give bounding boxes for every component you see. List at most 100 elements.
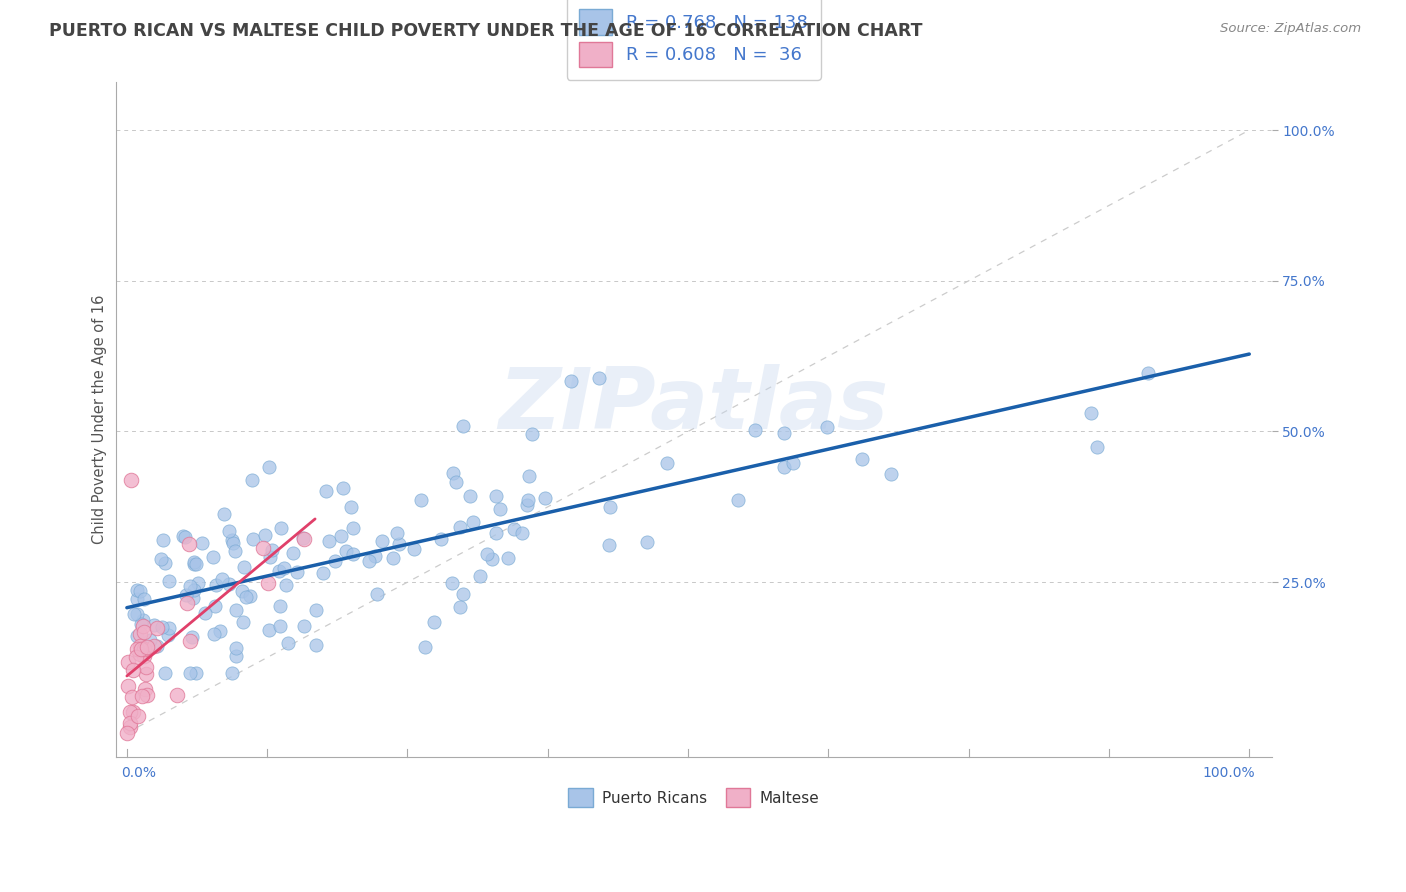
Point (128, 648, 150, 662)
Point (727, 493, 749, 508)
Point (225, 649, 247, 664)
Point (132, 591, 155, 606)
Point (142, 618, 165, 632)
Point (153, 665, 176, 680)
Point (260, 543, 283, 558)
Point (125, 649, 148, 664)
Text: Source: ZipAtlas.com: Source: ZipAtlas.com (1220, 22, 1361, 36)
Point (128, 639, 150, 653)
Point (285, 565, 308, 579)
Point (488, 501, 510, 516)
Point (183, 583, 205, 598)
Point (371, 533, 394, 548)
Point (269, 619, 291, 633)
Point (146, 621, 169, 635)
Point (157, 621, 180, 635)
Point (150, 620, 173, 634)
Point (503, 522, 526, 536)
Point (342, 521, 364, 535)
Point (172, 528, 194, 542)
Point (212, 507, 235, 521)
Point (186, 665, 208, 680)
Point (221, 533, 243, 548)
Point (183, 558, 205, 572)
Point (520, 426, 543, 441)
Point (134, 625, 156, 640)
Point (179, 536, 201, 550)
Point (277, 636, 299, 650)
Point (187, 576, 209, 591)
Point (269, 599, 291, 613)
Point (205, 577, 228, 591)
Point (239, 590, 262, 604)
Point (124, 607, 146, 622)
Point (242, 533, 264, 547)
Point (150, 551, 173, 566)
Point (135, 666, 157, 681)
Point (636, 535, 658, 549)
Text: PUERTO RICAN VS MALTESE CHILD POVERTY UNDER THE AGE OF 16 CORRELATION CHART: PUERTO RICAN VS MALTESE CHILD POVERTY UN… (49, 22, 922, 40)
Point (127, 709, 149, 723)
Point (385, 526, 408, 541)
Point (449, 600, 471, 615)
Point (458, 490, 481, 504)
Point (655, 456, 678, 470)
Point (252, 541, 274, 556)
Point (231, 584, 253, 599)
Point (257, 575, 280, 590)
Point (153, 556, 176, 570)
Point (183, 555, 205, 569)
Point (129, 584, 152, 599)
Point (292, 619, 315, 633)
Point (121, 690, 143, 705)
Point (166, 688, 188, 702)
Point (233, 560, 256, 574)
Point (498, 551, 520, 566)
Point (1136, 366, 1159, 380)
Point (120, 473, 142, 487)
Point (135, 640, 157, 654)
Point (131, 616, 153, 631)
Point (330, 529, 353, 543)
Point (485, 489, 508, 503)
Point (127, 582, 149, 597)
Text: 0.0%: 0.0% (121, 766, 156, 780)
Point (332, 481, 354, 495)
Point (815, 420, 838, 434)
Point (131, 642, 153, 657)
Point (224, 544, 246, 558)
Point (381, 550, 404, 565)
Point (242, 473, 264, 487)
Point (157, 628, 180, 642)
Point (145, 640, 167, 654)
Point (174, 588, 197, 602)
Point (516, 492, 538, 507)
Point (481, 552, 503, 566)
Point (132, 613, 155, 627)
Point (315, 483, 337, 498)
Point (179, 579, 201, 593)
Point (128, 627, 150, 641)
Point (409, 493, 432, 508)
Point (475, 547, 498, 561)
Point (132, 619, 155, 633)
Point (364, 549, 387, 564)
Point (179, 665, 201, 680)
Point (222, 536, 245, 550)
Point (851, 451, 873, 466)
Point (125, 628, 148, 642)
Point (880, 467, 903, 481)
Point (516, 498, 538, 512)
Point (157, 574, 180, 589)
Point (357, 554, 380, 568)
Point (143, 639, 166, 653)
Text: 100.0%: 100.0% (1202, 766, 1256, 780)
Point (257, 624, 280, 638)
Text: ZIPatlas: ZIPatlas (499, 365, 889, 448)
Point (340, 500, 363, 514)
Point (225, 640, 247, 655)
Point (440, 575, 463, 590)
Point (772, 460, 794, 475)
Point (125, 591, 148, 606)
Point (468, 568, 491, 582)
